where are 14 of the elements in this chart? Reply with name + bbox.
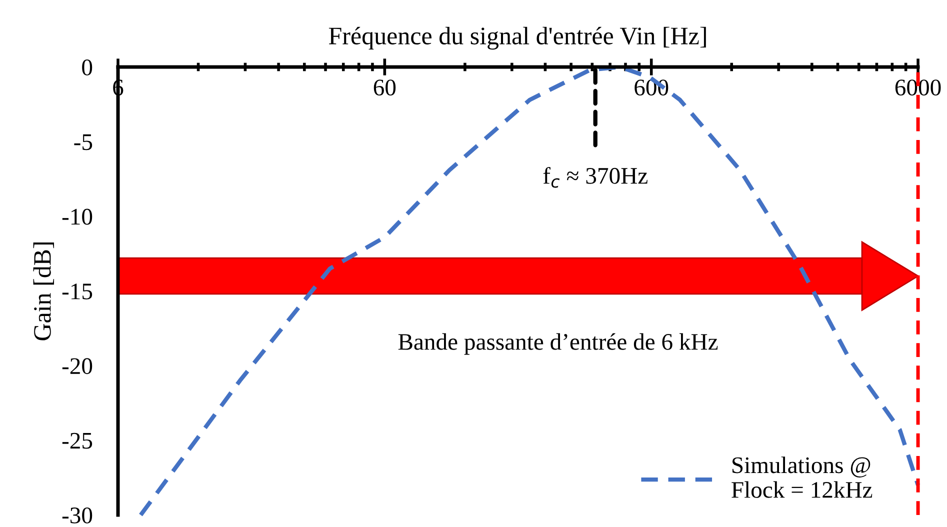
x-tick-label: 6000 xyxy=(895,80,941,96)
x-axis-title: Fréquence du signal d'entrée Vin [Hz] xyxy=(328,26,706,50)
legend-label: Simulations @ Flock = 12kHz xyxy=(732,456,872,498)
band-label: Bande passante d’entrée de 6 kHz xyxy=(398,333,718,355)
y-tick-label: -5 xyxy=(74,134,92,150)
annotation: f$_{c}$ ≈ 370Hz xyxy=(543,167,648,188)
y-axis-title: Gain [dB] xyxy=(33,242,54,340)
y-tick-label: 0 xyxy=(82,59,92,76)
x-tick-label: 60 xyxy=(374,80,396,96)
y-tick-label: -10 xyxy=(62,208,92,225)
y-tick-label: -15 xyxy=(62,284,92,300)
y-tick-label: -30 xyxy=(62,507,92,524)
y-tick-label: -25 xyxy=(62,432,92,449)
y-tick-label: -20 xyxy=(62,358,92,374)
